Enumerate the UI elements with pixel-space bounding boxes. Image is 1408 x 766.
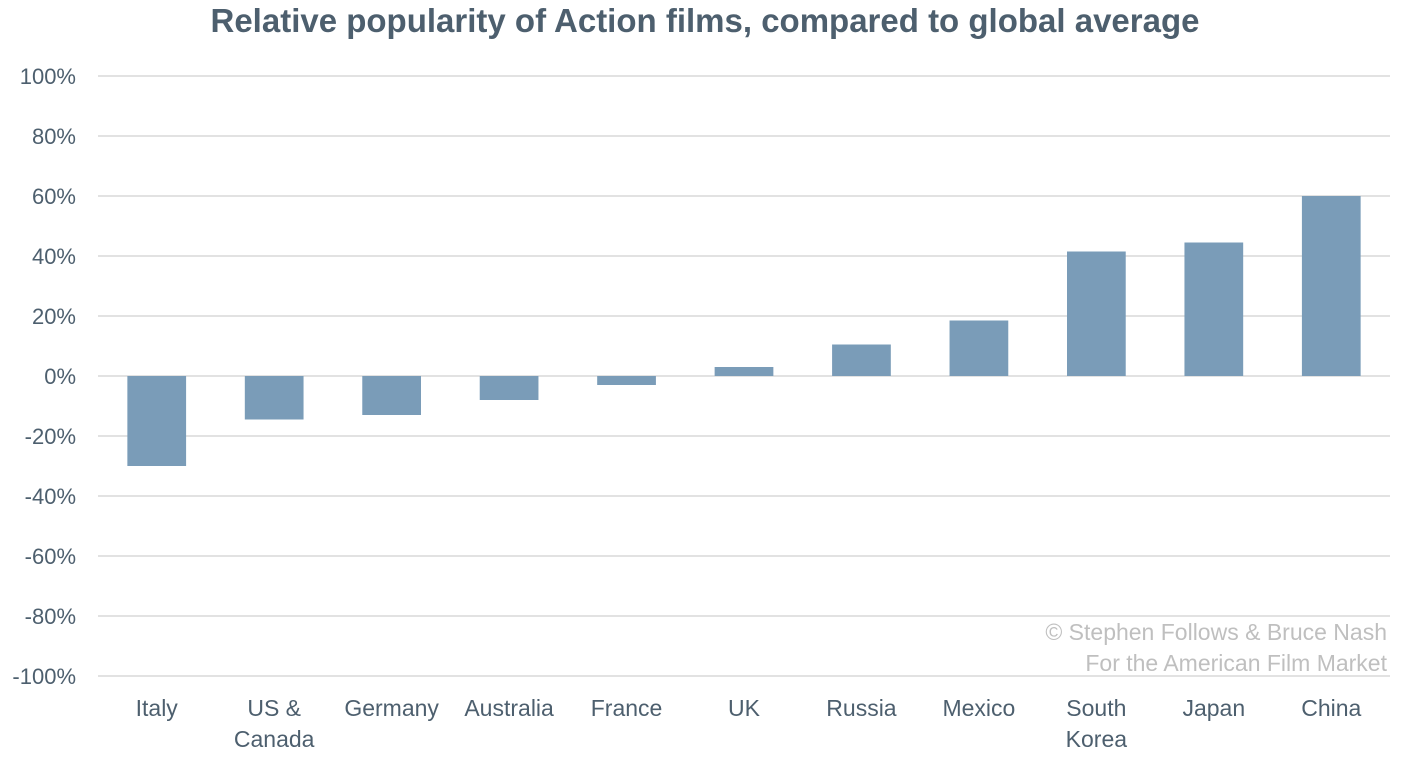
x-tick-label-5: UK	[728, 695, 761, 721]
y-tick-label-0: 100%	[20, 64, 76, 89]
bar-japan	[1184, 242, 1244, 376]
y-tick-label-8: -60%	[25, 544, 76, 569]
x-tick-label-6: Russia	[826, 695, 897, 721]
chart-title: Relative popularity of Action films, com…	[211, 2, 1200, 39]
y-tick-label-1: 80%	[32, 124, 76, 149]
x-tick-label-9: Japan	[1182, 695, 1245, 721]
x-tick-label-10: China	[1301, 695, 1361, 721]
bar-mexico	[949, 320, 1009, 376]
credit-line-2: For the American Film Market	[1085, 650, 1387, 676]
y-axis-tick-labels: 100% 80% 60% 40% 20% 0% -20% -40% -60% -80% -100%	[12, 64, 76, 689]
bar-us-canada	[244, 376, 304, 420]
x-tick-label-2: Germany	[344, 695, 439, 721]
bars	[127, 196, 1361, 466]
bar-australia	[479, 376, 539, 400]
x-tick-label-4: France	[591, 695, 663, 721]
x-tick-label-8: South Korea	[1066, 695, 1128, 752]
y-tick-label-6: -20%	[25, 424, 76, 449]
y-tick-label-2: 60%	[32, 184, 76, 209]
y-tick-label-3: 40%	[32, 244, 76, 269]
bar-russia	[832, 344, 891, 376]
x-tick-label-1: US & Canada	[234, 695, 315, 752]
credit-line-1: © Stephen Follows & Bruce Nash	[1045, 619, 1387, 645]
y-tick-label-4: 20%	[32, 304, 76, 329]
bar-uk	[714, 367, 774, 376]
y-tick-label-10: -100%	[12, 664, 76, 689]
y-tick-label-5: 0%	[44, 364, 76, 389]
bar-italy	[127, 376, 187, 466]
bar-south-korea	[1067, 251, 1126, 376]
bar-china	[1301, 196, 1361, 376]
x-axis-category-labels: Italy US & Canada Germany Australia France UK R…	[136, 695, 1362, 752]
x-tick-label-7: Mexico	[942, 695, 1015, 721]
x-tick-label-0: Italy	[136, 695, 179, 721]
bar-france	[597, 376, 656, 385]
bar-germany	[362, 376, 421, 415]
x-tick-label-3: Australia	[464, 695, 554, 721]
y-tick-label-9: -80%	[25, 604, 76, 629]
y-tick-label-7: -40%	[25, 484, 76, 509]
